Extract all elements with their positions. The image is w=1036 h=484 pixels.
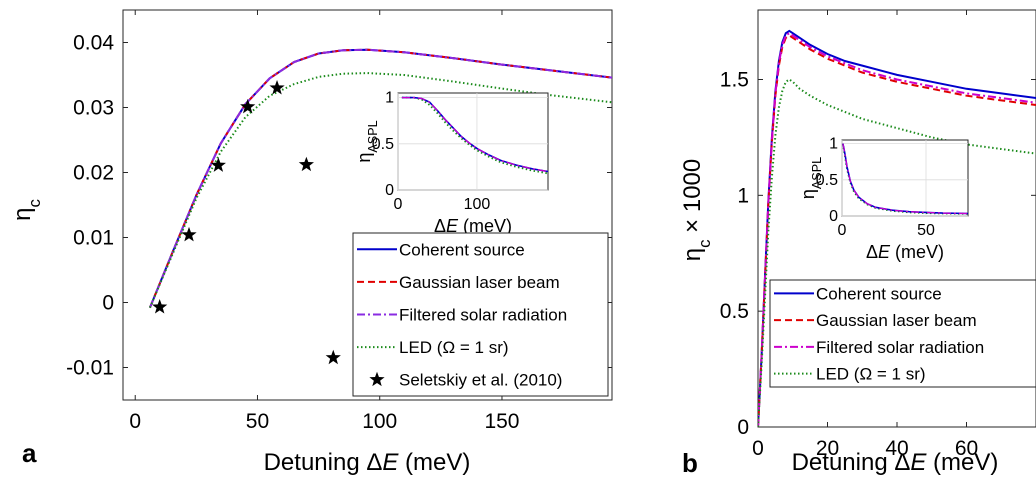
data-point-star — [325, 349, 341, 365]
inset-chart: 0 50 0 0.5 1 ΔE (meV) ηASPL — [798, 136, 969, 262]
data-point-star — [181, 226, 197, 242]
x-tick-label: 0 — [752, 437, 764, 460]
inset-y-tick-label: 0.5 — [372, 136, 394, 153]
legend-label: Filtered solar radiation — [816, 338, 984, 357]
y-tick-label: 0.02 — [73, 162, 114, 185]
inset-y-tick-label: 0.5 — [816, 172, 838, 189]
x-axis-label: Detuning ΔE (meV) — [264, 449, 471, 476]
inset-series-line — [842, 143, 969, 215]
inset-plot-area — [397, 92, 549, 191]
x-tick-label: 50 — [246, 410, 269, 433]
inset-x-tick-label: 50 — [917, 222, 935, 239]
legend-label: Filtered solar radiation — [399, 306, 567, 325]
y-tick-label: 0 — [102, 292, 114, 315]
y-tick-label: 0.03 — [73, 97, 114, 120]
inset-y-tick-label: 1 — [385, 90, 394, 107]
inset-series-line — [401, 96, 549, 173]
inset-plot-area — [841, 139, 969, 217]
data-point-star — [269, 80, 285, 95]
inset-x-tick-label: 0 — [838, 222, 847, 239]
series-group — [758, 29, 1036, 427]
series-line — [148, 48, 612, 309]
legend-label: LED (Ω = 1 sr) — [399, 338, 509, 357]
legend-label: Coherent source — [816, 284, 942, 303]
data-point-star — [210, 157, 226, 172]
inset-x-axis-label: ΔE (meV) — [434, 216, 512, 236]
y-tick-label: 1 — [737, 184, 749, 207]
x-tick-label: 0 — [129, 410, 141, 433]
y-tick-label: -0.01 — [66, 357, 114, 380]
inset-y-axis-label: ηASPL — [354, 120, 380, 162]
y-tick-label: 0.01 — [73, 227, 114, 250]
panel-label: a — [22, 438, 37, 468]
inset-y-tick-label: 1 — [829, 136, 838, 153]
inset-y-tick-label: 0 — [385, 182, 394, 199]
series-group — [148, 48, 612, 365]
y-tick-label: 0 — [737, 416, 749, 439]
legend: Coherent source Gaussian laser beam Filter… — [352, 232, 609, 397]
legend-box — [769, 279, 1036, 388]
legend-label: Seletskiy et al. (2010) — [399, 371, 562, 390]
legend: Coherent source Gaussian laser beam Filter… — [769, 279, 1036, 388]
inset-x-tick-label: 100 — [464, 196, 491, 213]
y-axis-label: ηc × 1000 — [679, 159, 714, 262]
panel-label: b — [682, 448, 698, 478]
legend-label: Coherent source — [399, 240, 525, 259]
series-line — [148, 72, 612, 309]
x-tick-label: 100 — [362, 410, 397, 433]
inset-y-tick-label: 0 — [829, 208, 838, 225]
x-tick-label: 150 — [484, 410, 519, 433]
legend-label: Gaussian laser beam — [399, 273, 560, 292]
x-tick-label: 40 — [885, 437, 908, 460]
data-point-star — [298, 156, 314, 172]
y-tick-label: 0.04 — [73, 32, 114, 55]
inset-y-axis-label: ηASPL — [798, 157, 824, 199]
inset-x-tick-label: 0 — [394, 196, 403, 213]
data-point-star — [240, 98, 256, 114]
y-axis-label: ηc — [9, 199, 44, 221]
legend-label: LED (Ω = 1 sr) — [816, 365, 926, 384]
inset-chart: 0 100 0 0.5 1 ΔE (meV) ηASPL — [354, 90, 549, 236]
y-tick-label: 0.5 — [720, 300, 749, 323]
plot-area — [122, 9, 613, 401]
data-point-star — [152, 299, 168, 314]
series-line — [758, 32, 1036, 427]
inset-x-axis-label: ΔE (meV) — [866, 242, 944, 262]
y-tick-label: 1.5 — [720, 69, 749, 92]
chart-panel-b: 0 20 40 60 0 0.5 1 1.5 0 50 0 0.5 1 ΔE (meV) ηASPL Cohe… — [679, 9, 1036, 478]
x-tick-label: 60 — [955, 437, 978, 460]
legend-label: Gaussian laser beam — [816, 311, 977, 330]
inset-series-line — [401, 96, 549, 175]
x-axis-label: Detuning ΔE (meV) — [792, 449, 999, 476]
x-tick-label: 20 — [816, 437, 839, 460]
chart-panel-a: 0 50 100 150 -0.01 0 0.01 0.02 0.03 0.04 0 100 0 0.5 1… — [9, 9, 613, 476]
legend-marker-star — [369, 371, 385, 387]
